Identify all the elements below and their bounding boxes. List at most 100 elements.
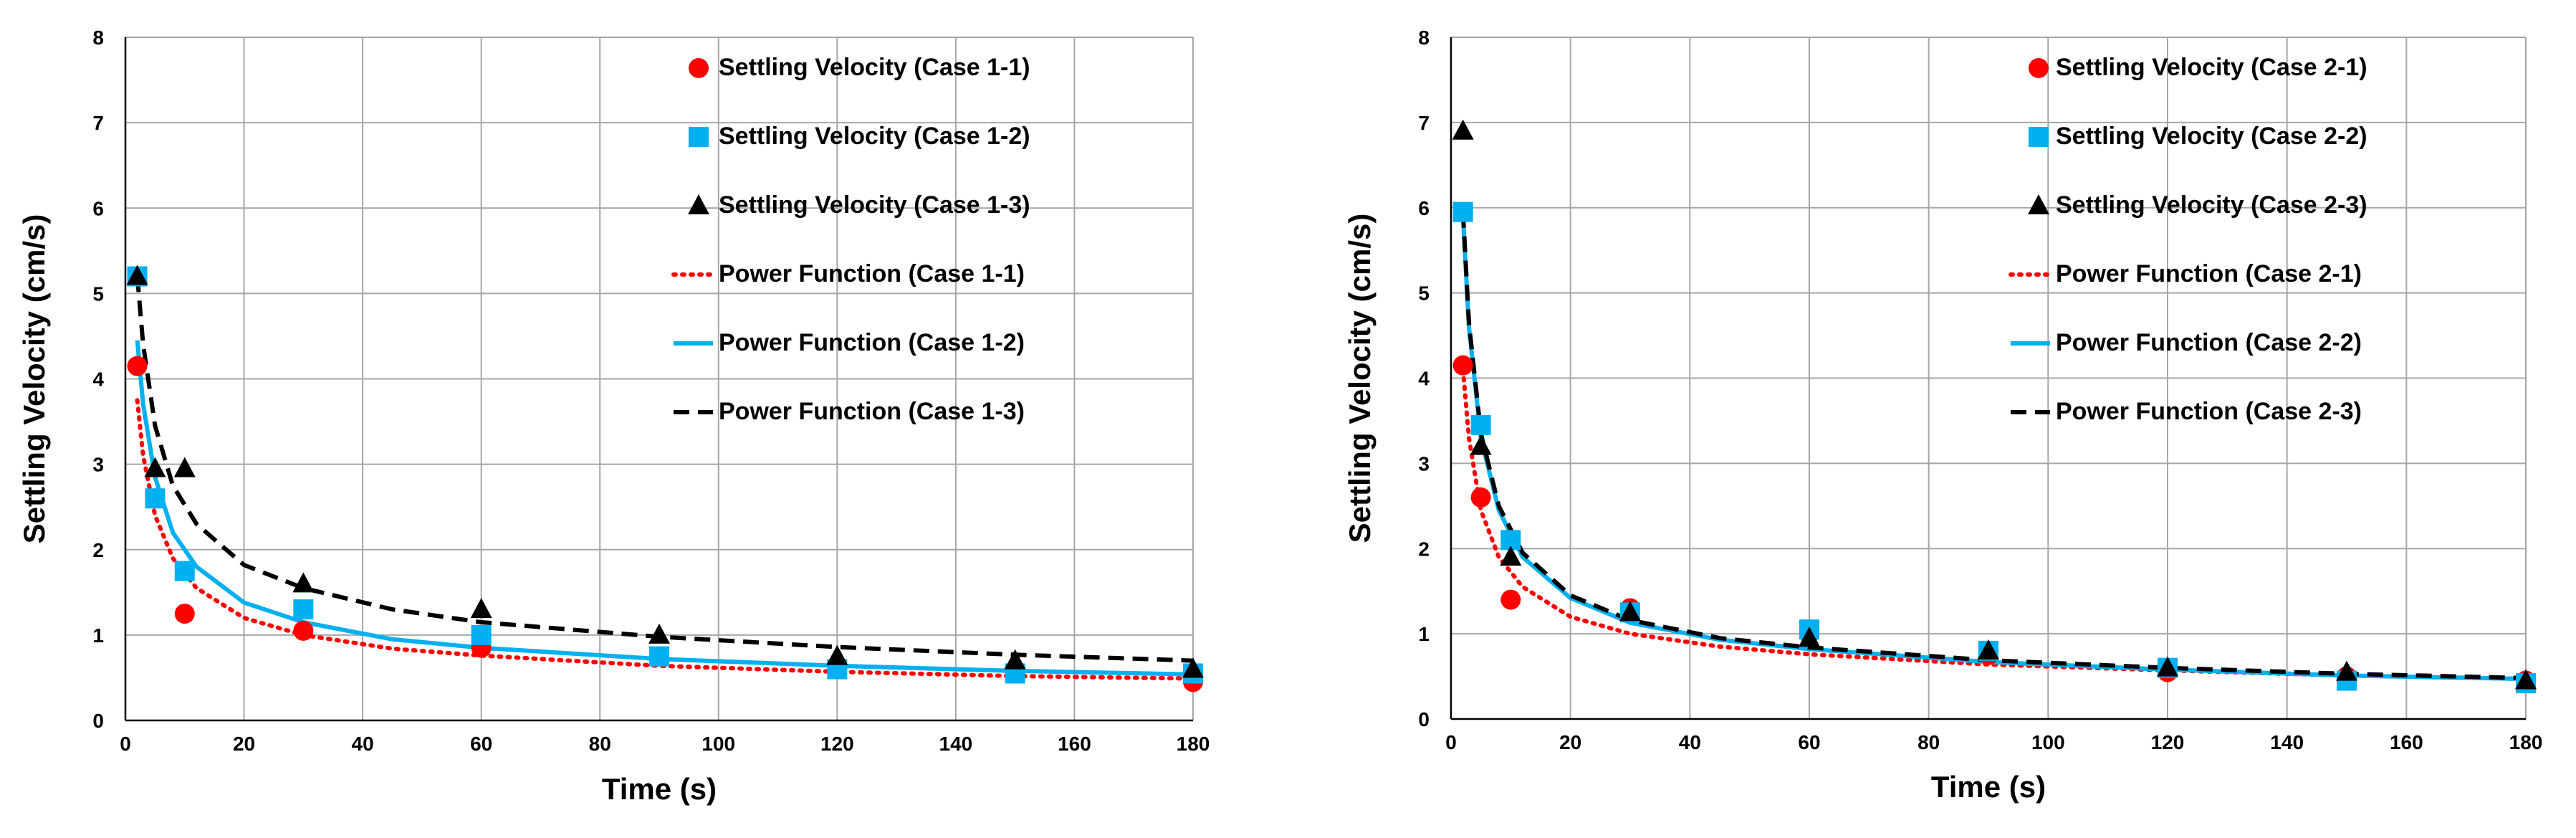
- legend-label: Power Function (Case 1-1): [719, 260, 1025, 287]
- data-point: [1619, 601, 1641, 622]
- data-point: [126, 265, 148, 285]
- data-point: [1799, 627, 1820, 647]
- data-point: [1500, 589, 1521, 610]
- legend-item: Power Function (Case 1-1): [671, 260, 1025, 287]
- x-tick-label: 160: [2390, 731, 2423, 753]
- data-point: [1452, 119, 1474, 140]
- legend-label: Settling Velocity (Case 2-2): [2056, 123, 2367, 150]
- settling-velocity-series: [126, 265, 1204, 678]
- legend-label: Settling Velocity (Case 2-1): [2056, 54, 2367, 81]
- data-point: [174, 604, 195, 624]
- legend-marker: [2028, 194, 2049, 214]
- x-tick-label: 80: [1917, 731, 1940, 753]
- x-tick-label: 140: [2270, 731, 2304, 753]
- legend-label: Settling Velocity (Case 2-3): [2056, 191, 2367, 219]
- legend-marker: [689, 58, 709, 78]
- data-point: [470, 598, 492, 619]
- x-tick-label: 120: [2151, 731, 2185, 753]
- legend-item: Settling Velocity (Case 2-3): [2028, 191, 2367, 219]
- y-tick-label: 2: [1418, 538, 1430, 560]
- power-function-line: [135, 276, 1194, 663]
- y-axis-title: Settling Velocity (cm/s): [1343, 214, 1376, 543]
- legend-item: Settling Velocity (Case 1-3): [688, 191, 1030, 219]
- legend-item: Settling Velocity (Case 1-2): [689, 123, 1030, 150]
- data-point: [145, 488, 166, 509]
- legend: Settling Velocity (Case 2-1) Settling Vel…: [2008, 54, 2367, 425]
- legend-item: Power Function (Case 1-3): [674, 398, 1025, 425]
- data-point: [826, 644, 848, 665]
- y-tick-label: 3: [1418, 452, 1430, 475]
- data-point: [649, 646, 669, 667]
- legend-label: Settling Velocity (Case 1-1): [719, 54, 1030, 81]
- legend-label: Power Function (Case 2-3): [2056, 398, 2362, 425]
- data-point: [1470, 487, 1491, 508]
- chart-1: 0 20 40 60 80 100 120 140 160 180 0 1 2 3 4 5 6 7 8 Time (s…: [17, 27, 1210, 806]
- data-point: [1452, 355, 1473, 376]
- data-point: [292, 572, 315, 593]
- y-tick-label: 8: [1418, 27, 1430, 49]
- y-tick-label: 3: [92, 454, 104, 476]
- legend-marker: [688, 194, 709, 214]
- x-tick-label: 60: [470, 733, 492, 755]
- data-point: [471, 624, 492, 645]
- legend-item: Settling Velocity (Case 2-2): [2029, 123, 2367, 150]
- data-point: [1452, 201, 1473, 222]
- data-point: [173, 457, 196, 477]
- legend-item: Power Function (Case 2-2): [2011, 329, 2362, 356]
- legend-label: Settling Velocity (Case 1-3): [719, 191, 1030, 219]
- x-tick-label: 40: [1679, 731, 1701, 753]
- y-tick-label: 2: [92, 539, 104, 561]
- legend-marker: [689, 127, 709, 147]
- x-tick-label: 20: [1559, 731, 1581, 753]
- y-tick-label: 8: [92, 27, 104, 49]
- x-tick-label: 40: [352, 733, 374, 755]
- legend-item: Settling Velocity (Case 1-1): [689, 54, 1030, 81]
- legend-marker: [2029, 127, 2049, 147]
- x-tick-label: 140: [939, 733, 973, 755]
- x-tick-label: 60: [1798, 731, 1820, 753]
- data-point: [293, 599, 314, 620]
- legend-marker: [2029, 58, 2049, 78]
- y-tick-label: 6: [92, 197, 104, 219]
- legend-item: Power Function (Case 1-2): [674, 329, 1025, 356]
- chart-2: 0 20 40 60 80 100 120 140 160 180 0 1 2 3 4 5 6 7 8 Time (s…: [1343, 27, 2542, 804]
- data-point: [2515, 669, 2537, 690]
- x-tick-label: 0: [120, 733, 131, 755]
- y-tick-label: 1: [1418, 623, 1430, 645]
- legend-item: Power Function (Case 2-1): [2008, 260, 2362, 287]
- data-point: [1004, 649, 1026, 670]
- x-axis-title: Time (s): [1931, 770, 2046, 804]
- legend-label: Power Function (Case 2-2): [2056, 329, 2362, 356]
- x-tick-label: 80: [589, 733, 611, 755]
- y-tick-label: 1: [92, 624, 104, 647]
- y-tick-label: 7: [1418, 112, 1430, 134]
- y-axis-title: Settling Velocity (cm/s): [17, 214, 51, 544]
- legend-label: Power Function (Case 2-1): [2056, 260, 2362, 287]
- data-point: [1470, 414, 1491, 435]
- legend: Settling Velocity (Case 1-1) Settling Vel…: [671, 54, 1030, 425]
- legend-label: Settling Velocity (Case 1-2): [719, 123, 1030, 150]
- data-point: [648, 623, 670, 644]
- data-point: [293, 620, 314, 641]
- x-tick-label: 180: [2509, 731, 2543, 753]
- settling-velocity-series: [1452, 119, 2537, 690]
- data-point: [1182, 657, 1204, 678]
- x-axis-title: Time (s): [602, 772, 717, 806]
- data-point: [174, 561, 195, 581]
- x-tick-label: 100: [702, 733, 735, 755]
- data-point: [1470, 434, 1492, 455]
- y-tick-label: 4: [92, 368, 104, 391]
- legend-item: Power Function (Case 2-3): [2011, 398, 2362, 425]
- x-tick-label: 180: [1177, 733, 1210, 755]
- y-tick-label: 4: [1418, 368, 1430, 390]
- legend-item: Settling Velocity (Case 2-1): [2029, 54, 2367, 81]
- x-tick-label: 100: [2031, 731, 2065, 753]
- data-point: [1500, 546, 1522, 566]
- x-tick-label: 120: [820, 733, 854, 755]
- x-tick-label: 160: [1058, 733, 1091, 755]
- data-point: [144, 457, 166, 477]
- data-point: [2336, 660, 2357, 681]
- data-point: [2157, 656, 2178, 677]
